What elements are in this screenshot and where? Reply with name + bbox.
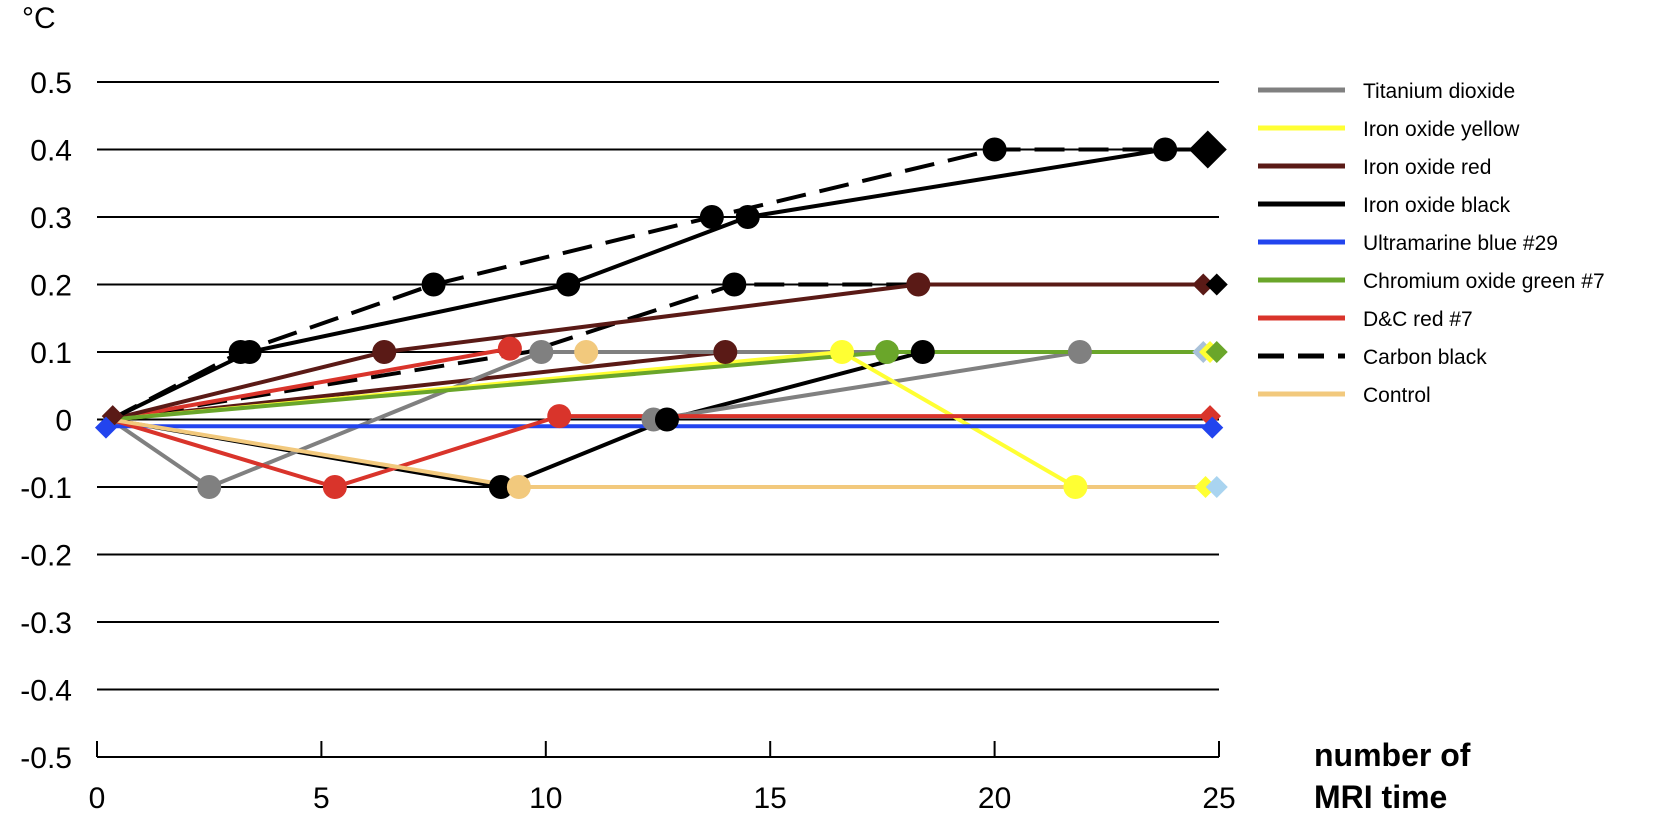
x-tick-label: 0 [89,782,106,815]
legend: Titanium dioxide Iron oxide yellow Iron ox… [1258,80,1605,407]
y-tick-label: 0 [55,405,72,438]
legend-label-chromium-oxide-green-7: Chromium oxide green #7 [1363,270,1605,293]
marker-iron-oxide-black [735,205,760,229]
legend-label-iron-oxide-yellow: Iron oxide yellow [1363,118,1520,141]
series-line-d-c-red-7 [110,346,511,422]
legend-label-control: Control [1363,384,1431,407]
marker-iron-oxide-yellow [830,340,855,364]
end-marker-ultramarine-blue-29 [1201,416,1224,439]
marker-carbon-black [699,205,724,229]
marker-iron-oxide-black [654,407,679,432]
marker-carbon-black [421,272,446,297]
end-marker-iron-oxide-red [1192,273,1215,296]
y-tick-label: 0.4 [30,135,72,168]
legend-label-iron-oxide-black: Iron oxide black [1363,194,1511,217]
marker-titanium-dioxide [197,475,222,499]
x-tick-label: 20 [978,782,1011,815]
marker-carbon-black [228,340,253,364]
x-tick-label: 10 [529,782,562,815]
x-tick-labels: 0 5 10 15 20 25 [89,782,1236,815]
marker-iron-oxide-black [910,340,935,364]
marker-d-c-red-7 [547,404,572,429]
marker-chromium-oxide-green-7 [874,340,899,364]
y-axis-unit-label: °C [22,2,56,35]
y-tick-label: -0.2 [20,540,72,573]
y-tick-label: -0.1 [20,472,72,505]
y-tick-label: -0.4 [20,675,72,708]
marker-iron-oxide-red [713,340,738,364]
end-marker-titanium-dioxide [1205,476,1228,498]
end-marker-chromium-oxide-green-7 [1205,341,1228,363]
marker-titanium-dioxide [529,340,554,364]
data-markers [94,130,1228,499]
y-tick-label: 0.5 [30,67,72,100]
y-tick-label: 0.2 [30,270,72,303]
legend-label-carbon-black: Carbon black [1363,346,1487,369]
legend-label-iron-oxide-red: Iron oxide red [1363,156,1491,179]
end-marker-ultramarine-blue-29 [94,416,117,439]
end-marker-iron-oxide-black [1188,130,1227,169]
y-tick-labels: 0.5 0.4 0.3 0.2 0.1 0 -0.1 -0.2 -0.3 -0.4 -0.5 [20,67,72,775]
series-lines [109,147,1215,489]
x-tick-label: 5 [313,782,330,815]
marker-iron-oxide-black [556,272,581,297]
marker-carbon-black [982,137,1007,162]
series-line-d-c-red-7 [109,414,1215,489]
legend-label-titanium-dioxide: Titanium dioxide [1363,80,1515,103]
gridlines [97,81,1219,691]
marker-d-c-red-7 [497,336,522,361]
x-axis-title-line-2: MRI time [1314,779,1447,815]
end-marker-iron-oxide-yellow [1194,476,1217,498]
marker-control [574,340,599,364]
marker-iron-oxide-yellow [1063,475,1088,499]
x-tick-label: 15 [754,782,787,815]
marker-carbon-black [722,272,747,297]
y-tick-label: 0.1 [30,337,72,370]
marker-iron-oxide-black [1153,137,1178,162]
legend-label-ultramarine-blue-29: Ultramarine blue #29 [1363,232,1558,255]
x-axis [96,741,1220,758]
series-line-iron-oxide-red [109,282,1215,422]
x-axis-title-line-1: number of [1314,737,1471,773]
marker-titanium-dioxide [1067,340,1092,364]
y-tick-label: 0.3 [30,202,72,235]
marker-iron-oxide-red [906,272,931,297]
series-line-carbon-black [109,147,1215,422]
marker-d-c-red-7 [322,475,347,499]
marker-iron-oxide-black [488,475,513,499]
end-marker-carbon-black [1205,273,1228,296]
y-tick-label: -0.5 [20,742,72,775]
marker-control [506,475,531,499]
marker-iron-oxide-red [372,340,397,364]
series-line-titanium-dioxide [653,350,1081,422]
legend-label-d-c-red-7: D&C red #7 [1363,308,1473,331]
x-tick-label: 25 [1202,782,1235,815]
y-tick-label: -0.3 [20,607,72,640]
